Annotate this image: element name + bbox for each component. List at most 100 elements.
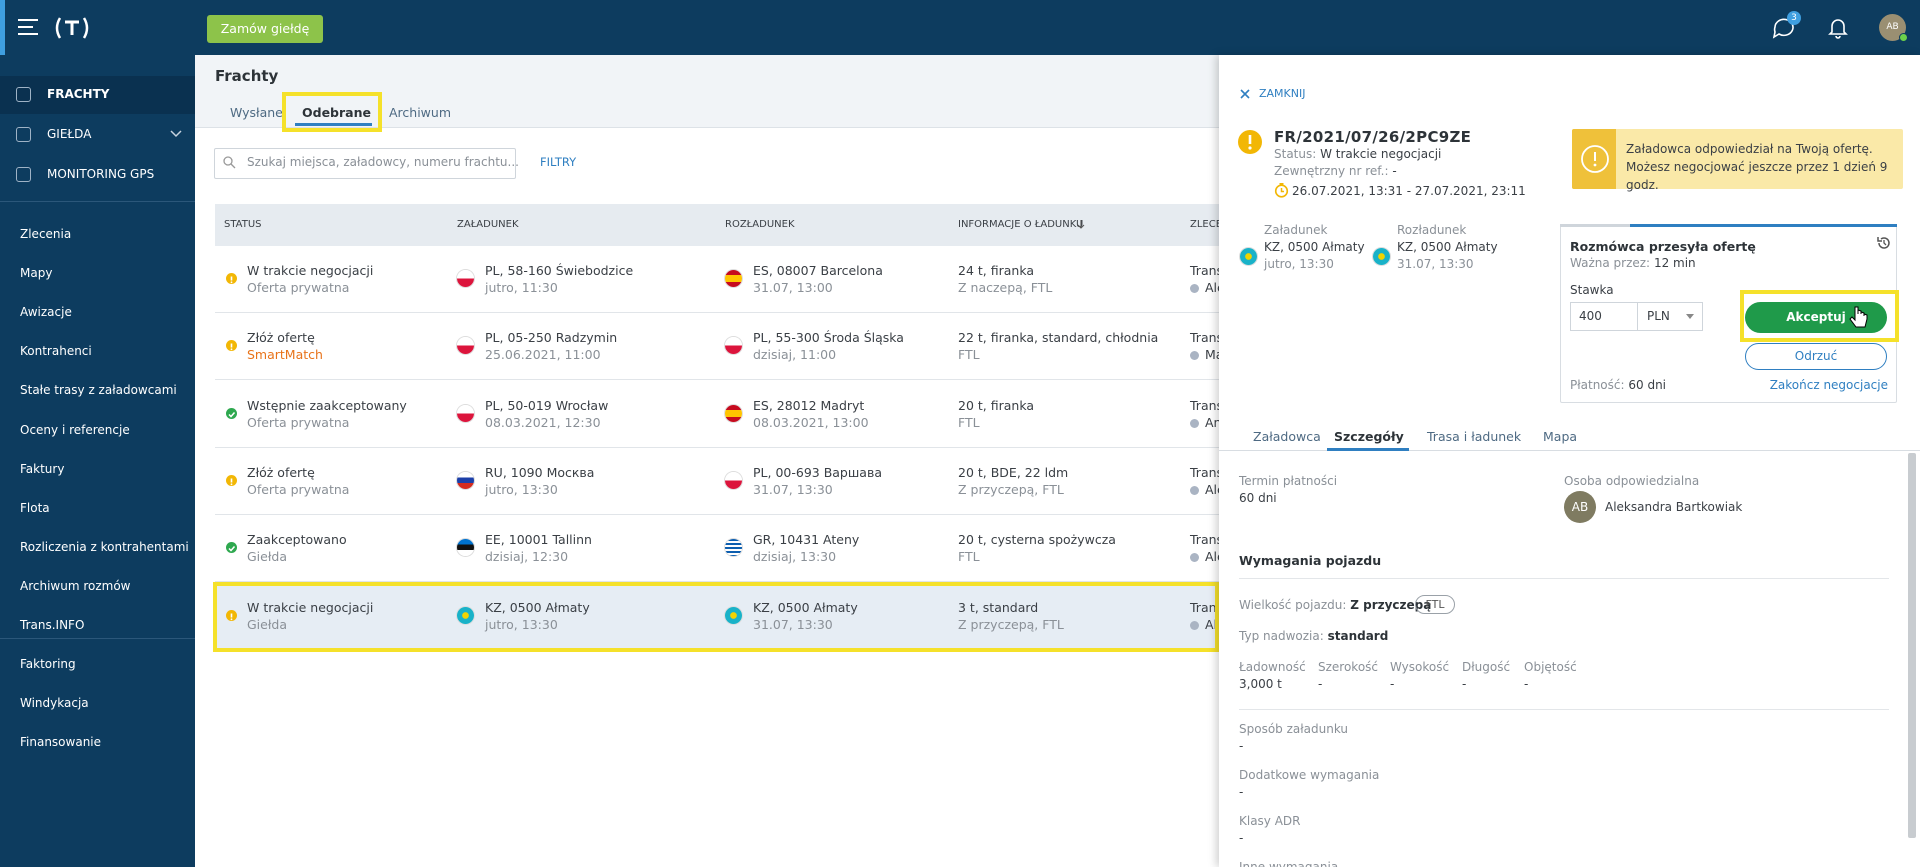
- nav-item[interactable]: Rozliczenia z kontrahentami: [20, 539, 189, 554]
- flag: [725, 337, 742, 355]
- tab[interactable]: Wysłane: [230, 105, 283, 120]
- cargo-sub: FTL: [958, 549, 980, 565]
- size-label: Wielkość pojazdu: Z przyczepą: [1239, 598, 1431, 612]
- status-icon: [226, 474, 237, 486]
- rate-label: Stawka: [1570, 283, 1614, 297]
- section-label: Klasy ADR: [1239, 814, 1301, 828]
- section-value: -: [1239, 785, 1244, 799]
- nav-item[interactable]: Oceny i referencje: [20, 422, 130, 437]
- time: dzisiaj, 11:00: [753, 347, 837, 363]
- tab[interactable]: Mapa: [1543, 429, 1578, 444]
- offer-title: Rozmówca przesyła ofertę: [1570, 239, 1756, 254]
- dimension-label: Objętość: [1524, 660, 1577, 674]
- status: Wstępnie zaakceptowany: [247, 397, 407, 413]
- clock-icon: [1274, 183, 1289, 198]
- nav-item[interactable]: Awizacje: [20, 305, 72, 320]
- time: dzisiaj, 13:30: [753, 549, 837, 565]
- label: Płatność:: [1570, 378, 1625, 392]
- tab[interactable]: Archiwum: [389, 105, 452, 120]
- order-button[interactable]: Zamów giełdę: [207, 15, 323, 43]
- tab[interactable]: Szczegóły: [1334, 429, 1404, 444]
- nav-item[interactable]: Flota: [20, 500, 50, 515]
- contact-dot: [1190, 418, 1199, 428]
- nav-item[interactable]: Trans.INFO: [20, 618, 85, 632]
- tab[interactable]: Odebrane: [302, 105, 371, 120]
- cargo-sub: FTL: [958, 414, 980, 430]
- loading: KZ, 0500 Ałmaty: [1264, 240, 1365, 254]
- section-label: Inne wymagania: [1239, 860, 1339, 867]
- online-dot: [1899, 33, 1908, 42]
- client: Trans: [1190, 464, 1224, 480]
- logo[interactable]: [52, 16, 92, 40]
- nav-item[interactable]: MONITORING GPS: [47, 167, 155, 181]
- time: 25.06.2021, 11:00: [485, 347, 601, 363]
- location: PL, 00-693 Варшава: [753, 464, 882, 480]
- nav-item[interactable]: Faktury: [20, 461, 65, 476]
- nav-item[interactable]: Stałe trasy z załadowcami: [20, 383, 177, 398]
- unloading: KZ, 0500 Ałmaty: [1397, 240, 1498, 254]
- notifications-icon[interactable]: [1827, 17, 1849, 39]
- filters-button[interactable]: FILTRY: [540, 155, 577, 169]
- status-icon: [226, 340, 237, 352]
- table-row[interactable]: [215, 515, 1219, 583]
- section-label: Sposób załadunku: [1239, 722, 1349, 736]
- dimension-value: -: [1462, 677, 1467, 691]
- payment-label: Płatność: 60 dni: [1570, 378, 1666, 392]
- cargo: 24 t, firanka: [958, 263, 1035, 278]
- nav-item[interactable]: Finansowanie: [20, 735, 102, 750]
- separator: [1239, 578, 1889, 579]
- label: Ważna przez:: [1570, 256, 1651, 270]
- nav-item[interactable]: Kontrahenci: [20, 344, 92, 359]
- nav-icon: [16, 87, 31, 102]
- location: RU, 1090 Москва: [485, 464, 595, 480]
- status-sub: Giełda: [247, 616, 287, 632]
- status: W trakcie negocjacji: [247, 599, 374, 615]
- cursor: [1849, 306, 1868, 328]
- detail-label: Osoba odpowiedzialna: [1564, 474, 1700, 488]
- reject-button[interactable]: Odrzuć: [1745, 343, 1887, 370]
- tab[interactable]: Trasa i ładunek: [1427, 429, 1522, 444]
- dimension-value: -: [1524, 677, 1529, 691]
- sort-icon[interactable]: [1077, 220, 1085, 230]
- nav-icon: [16, 167, 31, 182]
- status-sub: Giełda: [247, 549, 287, 565]
- nav-item[interactable]: FRACHTY: [47, 87, 110, 101]
- nav-item[interactable]: Mapy: [20, 266, 53, 281]
- history-icon[interactable]: [1876, 235, 1892, 251]
- currency-select[interactable]: [1637, 302, 1703, 331]
- nav-item[interactable]: Archiwum rozmów: [20, 578, 131, 593]
- close-button[interactable]: ZAMKNIJ: [1259, 87, 1306, 100]
- client: Trans: [1190, 330, 1224, 346]
- ref-label: Zewnętrzny nr ref.: -: [1274, 164, 1397, 178]
- menu-icon[interactable]: [18, 18, 40, 36]
- table-row[interactable]: [215, 246, 1219, 313]
- tab[interactable]: Załadowca: [1253, 429, 1321, 444]
- freight-number: FR/2021/07/26/2PC9ZE: [1274, 128, 1472, 146]
- section-heading: Wymagania pojazdu: [1239, 553, 1382, 568]
- nav-item[interactable]: Windykacja: [20, 696, 89, 711]
- status: Złóż ofertę: [247, 330, 315, 346]
- active-item-bg: [0, 76, 195, 114]
- contact-dot: [1190, 620, 1199, 630]
- status-sub: Oferta prywatna: [247, 414, 350, 430]
- nav-item[interactable]: Zlecenia: [20, 227, 72, 241]
- nav-item[interactable]: Faktoring: [20, 657, 76, 671]
- time: 08.03.2021, 13:00: [753, 414, 869, 430]
- column-header: STATUS: [224, 219, 262, 230]
- table-row[interactable]: [215, 582, 1219, 650]
- flag: [725, 270, 742, 287]
- messages-icon[interactable]: [1772, 16, 1798, 40]
- table-row[interactable]: [215, 380, 1219, 448]
- flag: [1240, 248, 1257, 265]
- flag: [457, 404, 474, 422]
- end-negotiation[interactable]: Zakończ negocjacje: [1769, 378, 1888, 392]
- search-box[interactable]: [214, 148, 516, 179]
- close-icon[interactable]: [1240, 89, 1250, 99]
- flag: [725, 606, 742, 624]
- top-bar: Zamów giełdę 3 AB: [0, 0, 1920, 55]
- table-row[interactable]: [215, 447, 1219, 515]
- table-row[interactable]: [215, 313, 1219, 381]
- nav-item[interactable]: GIEŁDA: [47, 127, 92, 141]
- alert: [1572, 129, 1903, 189]
